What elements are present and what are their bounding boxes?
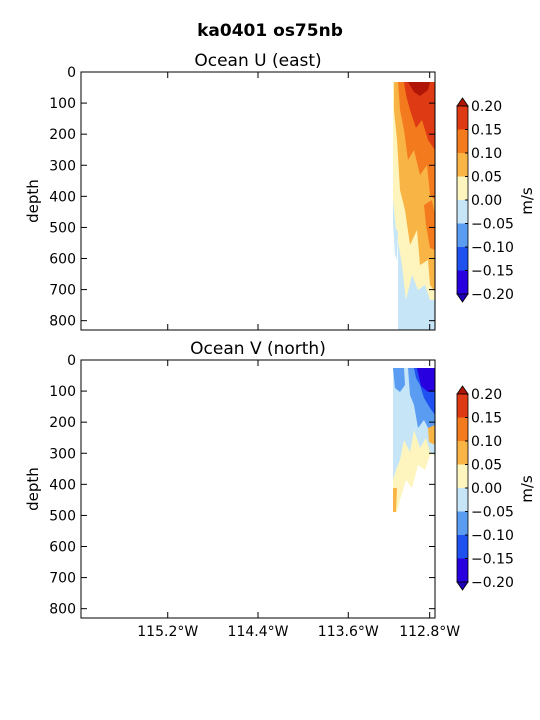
colorbar-tick-label: −0.20 xyxy=(471,287,514,303)
panel-ocean-v: Ocean V (north) 0 100 200 300 400 500 600 700 80… xyxy=(24,339,460,640)
y-tick-label: 700 xyxy=(49,571,76,587)
panel-u-ylabel: depth xyxy=(24,179,42,223)
colorbar-band xyxy=(457,394,468,418)
y-tick-label: 300 xyxy=(49,158,76,174)
colorbar-band xyxy=(457,558,468,582)
y-tick-label: 600 xyxy=(49,252,76,268)
colorbar-over-arrow xyxy=(456,385,469,395)
colorbar-tick-label: 0.05 xyxy=(471,458,502,474)
panel-v-y-ticks: 0 100 200 300 400 500 600 700 800 xyxy=(49,353,435,618)
v-region-north-patch-deep xyxy=(393,488,397,512)
colorbar-tick-label: 0.20 xyxy=(471,387,502,403)
colorbar-tick-label: −0.10 xyxy=(471,528,514,544)
x-tick-label: 115.2°W xyxy=(137,624,198,640)
colorbar-band xyxy=(457,129,468,153)
panel-u-frame xyxy=(80,71,436,331)
colorbar-band xyxy=(457,441,468,465)
colorbar-tick-label: 0.15 xyxy=(471,411,502,427)
colorbar-band xyxy=(457,247,468,271)
colorbar-u-unit: m/s xyxy=(518,187,536,215)
colorbar-band xyxy=(457,153,468,177)
x-tick-label: 112.8°W xyxy=(399,624,460,640)
colorbar-tick-label: −0.05 xyxy=(471,505,514,521)
colorbar-tick-label: 0.05 xyxy=(471,170,502,186)
y-tick-label: 200 xyxy=(49,127,76,143)
colorbar-v: 0.20 0.15 0.10 0.05 0.00 −0.05 −0.10 −0.15 −0.20 xyxy=(456,385,514,591)
colorbar-tick-label: −0.05 xyxy=(471,217,514,233)
panel-v-frame xyxy=(80,359,436,619)
colorbar-tick-label: 0.00 xyxy=(471,193,502,209)
u-region-0-20 xyxy=(408,82,430,96)
colorbar-tick-label: −0.10 xyxy=(471,240,514,256)
x-tick-label: 113.6°W xyxy=(318,624,379,640)
v-region-south-0-10 xyxy=(393,368,405,392)
y-tick-label: 0 xyxy=(67,65,76,81)
colorbar-tick-label: 0.10 xyxy=(471,146,502,162)
panel-u-title: Ocean U (east) xyxy=(194,51,321,71)
y-tick-label: 800 xyxy=(49,602,76,618)
colorbar-band xyxy=(457,223,468,247)
panel-ocean-u: Ocean U (east) 0 100 200 300 400 500 600 700 800… xyxy=(24,51,436,331)
y-tick-label: 400 xyxy=(49,477,76,493)
colorbar-band xyxy=(457,200,468,224)
colorbar-tick-label: −0.15 xyxy=(471,552,514,568)
y-tick-label: 400 xyxy=(49,189,76,205)
panel-v-x-ticks: 115.2°W 114.4°W 113.6°W 112.8°W xyxy=(137,360,460,640)
y-tick-label: 500 xyxy=(49,220,76,236)
y-tick-label: 0 xyxy=(67,353,76,369)
colorbar-v-unit: m/s xyxy=(518,475,536,503)
colorbar-under-arrow xyxy=(456,293,469,303)
colorbar-under-arrow xyxy=(456,581,469,591)
colorbar-band xyxy=(457,464,468,488)
colorbar-tick-label: 0.20 xyxy=(471,99,502,115)
y-tick-label: 600 xyxy=(49,540,76,556)
y-tick-label: 800 xyxy=(49,314,76,330)
colorbar-band xyxy=(457,488,468,512)
colorbar-band xyxy=(457,270,468,294)
panel-v-field xyxy=(393,368,435,512)
u-region-deep-blue-tail xyxy=(393,224,398,260)
y-tick-label: 300 xyxy=(49,446,76,462)
colorbar-band xyxy=(457,535,468,559)
y-tick-label: 200 xyxy=(49,415,76,431)
colorbar-u: 0.20 0.15 0.10 0.05 0.00 −0.05 −0.10 −0.15 −0.20 xyxy=(456,97,514,303)
panel-u-y-ticks: 0 100 200 300 400 500 600 700 800 xyxy=(49,65,435,330)
v-region-north-patch xyxy=(428,425,435,445)
y-tick-label: 500 xyxy=(49,508,76,524)
panel-v-ylabel: depth xyxy=(24,467,42,511)
colorbar-tick-label: 0.10 xyxy=(471,434,502,450)
y-tick-label: 100 xyxy=(49,384,76,400)
colorbar-tick-label: −0.15 xyxy=(471,264,514,280)
colorbar-band xyxy=(457,511,468,535)
y-tick-label: 100 xyxy=(49,96,76,112)
x-tick-label: 114.4°W xyxy=(228,624,289,640)
colorbar-tick-label: 0.00 xyxy=(471,481,502,497)
colorbar-band xyxy=(457,417,468,441)
colorbar-tick-label: −0.20 xyxy=(471,575,514,591)
v-region-south-0-20 xyxy=(417,368,435,392)
colorbar-over-arrow xyxy=(456,97,469,107)
u-region-0-10-lower xyxy=(424,200,435,250)
panel-u-x-ticks xyxy=(167,72,431,330)
u-region-0-15 xyxy=(404,82,435,150)
colorbar-tick-label: 0.15 xyxy=(471,123,502,139)
panel-u-field xyxy=(393,82,435,330)
y-tick-label: 700 xyxy=(49,283,76,299)
colorbar-band xyxy=(457,106,468,130)
panel-v-title: Ocean V (north) xyxy=(190,339,326,359)
colorbar-band xyxy=(457,176,468,200)
figure-title: ka0401 os75nb xyxy=(197,21,343,41)
